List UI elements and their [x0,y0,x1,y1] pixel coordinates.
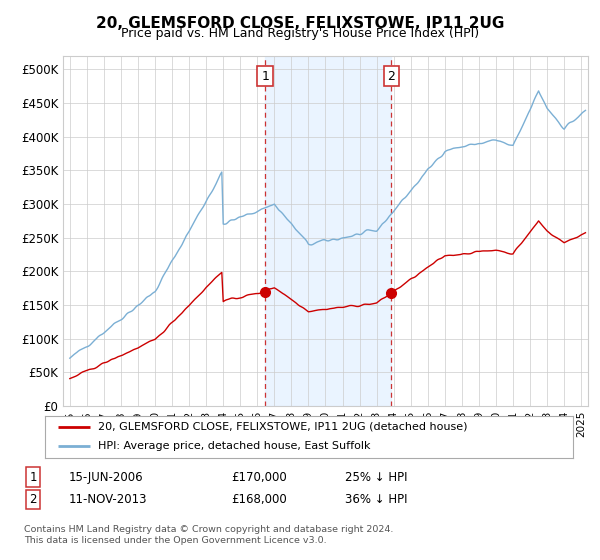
Text: £168,000: £168,000 [231,493,287,506]
Text: 20, GLEMSFORD CLOSE, FELIXSTOWE, IP11 2UG: 20, GLEMSFORD CLOSE, FELIXSTOWE, IP11 2U… [96,16,504,31]
Text: Price paid vs. HM Land Registry's House Price Index (HPI): Price paid vs. HM Land Registry's House … [121,27,479,40]
Text: Contains HM Land Registry data © Crown copyright and database right 2024.
This d: Contains HM Land Registry data © Crown c… [24,525,394,545]
Text: 25% ↓ HPI: 25% ↓ HPI [345,470,407,484]
Text: £170,000: £170,000 [231,470,287,484]
Text: 1: 1 [261,69,269,83]
Bar [265,56,391,406]
Text: HPI: Average price, detached house, East Suffolk: HPI: Average price, detached house, East… [98,441,370,451]
Text: 1: 1 [29,470,37,484]
Text: 2: 2 [29,493,37,506]
Text: 2: 2 [388,69,395,83]
Text: 20, GLEMSFORD CLOSE, FELIXSTOWE, IP11 2UG (detached house): 20, GLEMSFORD CLOSE, FELIXSTOWE, IP11 2U… [98,422,467,432]
Text: 15-JUN-2006: 15-JUN-2006 [69,470,143,484]
Text: 36% ↓ HPI: 36% ↓ HPI [345,493,407,506]
Text: 11-NOV-2013: 11-NOV-2013 [69,493,148,506]
